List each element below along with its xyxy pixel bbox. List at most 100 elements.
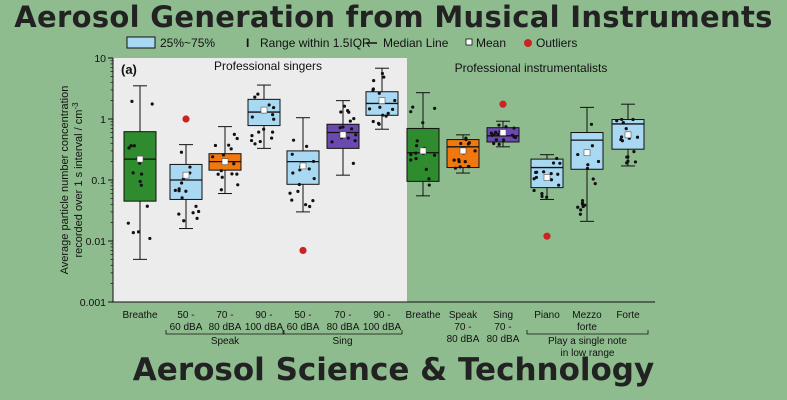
category-label-line: 90 - <box>373 310 390 321</box>
data-point <box>496 132 500 137</box>
category-label-line: 90 - <box>255 310 272 321</box>
data-point <box>184 189 188 193</box>
data-point <box>367 107 372 111</box>
outlier-point <box>182 115 190 123</box>
data-point <box>235 136 239 141</box>
data-point <box>578 212 582 216</box>
data-point <box>635 135 640 139</box>
mean-marker <box>136 155 144 163</box>
data-point <box>129 144 133 148</box>
data-point <box>179 150 184 154</box>
footer-title: Aerosol Science & Technology <box>132 352 655 388</box>
data-point <box>590 144 594 148</box>
outlier-icon <box>524 39 532 47</box>
box-group-8: Speak 70 -80 dBA <box>446 134 480 345</box>
data-point <box>235 172 239 176</box>
data-point <box>432 153 437 157</box>
category-label: Piano <box>534 310 560 321</box>
legend-range-label: Range within 1.5IQR <box>260 36 371 50</box>
category-label-line: 70 - <box>216 310 233 321</box>
bracket-line <box>282 330 403 335</box>
data-point <box>253 95 257 99</box>
category-label: Mezzo forte <box>572 310 602 333</box>
data-point <box>371 87 375 91</box>
data-point <box>424 167 428 171</box>
y-axis-label-superscript: -3 <box>71 102 80 110</box>
category-label-line: 80 dBA <box>487 334 520 345</box>
data-point <box>250 133 254 138</box>
category-label-line: 70 - <box>334 310 351 321</box>
section-title-instrumentalists: Professional instrumentalists <box>455 61 608 75</box>
data-point <box>354 133 358 137</box>
box-iqr <box>169 163 203 200</box>
data-point <box>312 176 316 181</box>
data-point <box>464 136 468 140</box>
data-point <box>411 105 415 109</box>
group-bracket-2: Play a single note in low range <box>526 330 649 359</box>
box-group-2: 70 -80 dBA <box>208 126 242 333</box>
data-point <box>341 125 345 129</box>
data-point <box>390 107 395 111</box>
data-point <box>348 119 352 123</box>
data-point <box>346 136 350 140</box>
data-point <box>305 144 309 149</box>
data-point <box>216 172 220 176</box>
data-point <box>467 141 471 145</box>
category-label-line: Mezzo <box>572 310 602 321</box>
range-icon: I <box>246 36 249 50</box>
data-point <box>532 188 536 193</box>
category-label: 90 -100 dBA <box>245 310 284 333</box>
data-point <box>270 130 275 134</box>
data-point <box>489 131 493 135</box>
data-point <box>382 75 386 79</box>
box-group-9: Sing 70 -80 dBA <box>486 100 520 345</box>
y-axis-label-line2: recorded over 1 s interval / cm-3 <box>71 102 85 258</box>
category-label-line: 70 - <box>454 322 471 333</box>
group-bracket-1: Sing <box>282 330 403 347</box>
category-label-line: Breathe <box>122 310 157 321</box>
category-label: Speak 70 -80 dBA <box>447 310 480 345</box>
y-tick-label: 0.1 <box>91 175 106 187</box>
data-point <box>262 127 266 131</box>
data-point <box>492 141 496 146</box>
data-point <box>386 111 390 115</box>
section-title-singers: Professional singers <box>214 59 322 73</box>
data-point <box>219 169 223 173</box>
data-point <box>549 178 554 182</box>
data-point <box>497 142 501 146</box>
data-point <box>272 117 276 121</box>
data-point <box>409 152 413 157</box>
bracket-line <box>526 330 649 335</box>
data-point <box>220 175 224 179</box>
data-point <box>555 156 559 161</box>
data-point <box>138 179 142 184</box>
data-point <box>549 171 553 176</box>
data-point <box>452 158 456 162</box>
data-point <box>291 138 296 142</box>
legend-box-label: 25%~75% <box>160 36 215 50</box>
category-label-line: forte <box>577 322 597 333</box>
legend-box-swatch <box>126 36 156 49</box>
box-group-6: 90 -100 dBA <box>363 67 402 333</box>
box-group-1: 50 -60 dBA <box>169 115 203 333</box>
category-label-line: Sing <box>493 310 513 321</box>
y-axis-label: Average particle number concentration <box>59 86 71 275</box>
data-point <box>195 216 199 220</box>
data-point <box>296 189 300 193</box>
data-point <box>625 155 629 159</box>
box-group-0: Breathe <box>122 85 158 321</box>
category-label-line: 50 - <box>177 310 194 321</box>
data-point <box>457 158 461 162</box>
data-point <box>393 98 397 103</box>
data-point <box>433 106 437 110</box>
data-point <box>148 236 152 241</box>
data-point <box>338 126 342 130</box>
data-point <box>534 170 538 175</box>
data-point <box>414 151 418 155</box>
group-bracket-0: Speak <box>165 330 285 347</box>
data-point <box>427 183 431 187</box>
data-point <box>290 198 294 202</box>
box-group-10: Piano <box>530 154 564 321</box>
legend: 25%~75% I Range within 1.5IQR Median Lin… <box>126 36 577 50</box>
data-point <box>624 127 628 131</box>
